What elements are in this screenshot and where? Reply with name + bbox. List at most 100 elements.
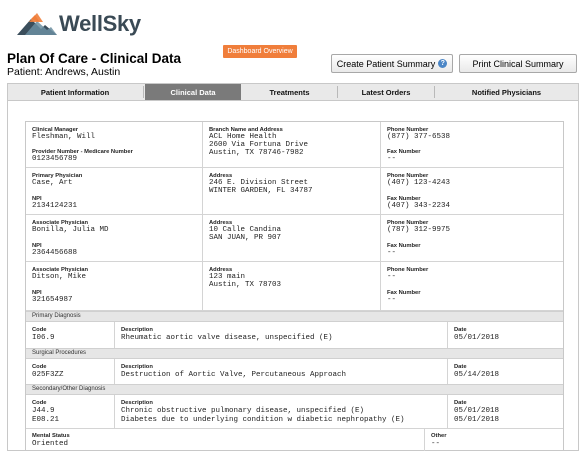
description-label: Description bbox=[121, 327, 153, 333]
clinical-data-panel: Clinical Manager Fleshman, Will Provider… bbox=[25, 121, 564, 451]
branch-line: Austin, TX 78746-7982 bbox=[209, 149, 304, 157]
phone-value: (407) 123-4243 bbox=[387, 179, 451, 187]
associate-physician-name: Ditson, Mike bbox=[32, 273, 87, 281]
surgical-procedure-description: Destruction of Aortic Valve, Percutaneou… bbox=[121, 371, 347, 379]
branch-line: ACL Home Health bbox=[209, 133, 277, 141]
primary-diagnosis-description: Rheumatic aortic valve disease, unspecif… bbox=[121, 334, 333, 342]
patient-name: Patient: Andrews, Austin bbox=[7, 66, 121, 78]
clinical-manager-cell: Clinical Manager Fleshman, Will Provider… bbox=[26, 122, 203, 168]
mental-status-label: Mental Status bbox=[32, 433, 70, 439]
print-clinical-summary-button[interactable]: Print Clinical Summary bbox=[459, 54, 577, 73]
date-label: Date bbox=[454, 327, 467, 333]
associate-physician-cell: Associate Physician Bonilla, Julia MD NP… bbox=[26, 215, 203, 262]
surgical-procedures-header: Surgical Procedures bbox=[26, 348, 563, 359]
phone-value: (787) 312-9975 bbox=[387, 226, 451, 234]
npi-label: NPI bbox=[32, 243, 42, 249]
tab-clinical-data[interactable]: Clinical Data bbox=[145, 84, 241, 100]
fax-label: Fax Number bbox=[387, 243, 421, 249]
secondary-diagnosis-description: Diabetes due to underlying condition w d… bbox=[121, 416, 405, 424]
manager-contact-cell: Phone Number (877) 377-6538 Fax Number -… bbox=[381, 122, 563, 168]
wellsky-logo: WellSky bbox=[17, 9, 141, 39]
branch-cell: Branch Name and Address ACL Home Health … bbox=[203, 122, 381, 168]
associate-address-cell: Address 123 main Austin, TX 78703 bbox=[203, 262, 381, 311]
address-label: Address bbox=[209, 173, 233, 179]
secondary-diagnosis-code: J44.9 bbox=[32, 407, 55, 415]
surgical-procedure-code: 025F3ZZ bbox=[32, 371, 64, 379]
fax-value: -- bbox=[387, 249, 397, 257]
npi-value: 2364456688 bbox=[32, 249, 78, 257]
description-label: Description bbox=[121, 400, 153, 406]
create-patient-summary-label: Create Patient Summary bbox=[336, 58, 436, 69]
tab-treatments[interactable]: Treatments bbox=[269, 87, 310, 97]
npi-label: NPI bbox=[32, 290, 42, 296]
row-divider bbox=[26, 428, 563, 429]
primary-contact-cell: Phone Number (407) 123-4243 Fax Number (… bbox=[381, 168, 563, 215]
associate-physician-cell: Associate Physician Ditson, Mike NPI 321… bbox=[26, 262, 203, 311]
page-title: Plan Of Care - Clinical Data bbox=[7, 51, 182, 66]
tab-notified-physicians[interactable]: Notified Physicians bbox=[471, 87, 542, 97]
npi-value: 321654987 bbox=[32, 296, 73, 304]
tab-divider bbox=[337, 86, 338, 98]
clinical-manager-label: Clinical Manager bbox=[32, 127, 79, 133]
npi-value: 2134124231 bbox=[32, 202, 78, 210]
column-divider bbox=[447, 359, 448, 384]
associate-contact-cell: Phone Number (787) 312-9975 Fax Number -… bbox=[381, 215, 563, 262]
wellsky-mountain-icon bbox=[17, 13, 57, 35]
secondary-diagnosis-date: 05/01/2018 bbox=[454, 416, 500, 424]
fax-value: (407) 343-2234 bbox=[387, 202, 451, 210]
primary-diagnosis-date: 05/01/2018 bbox=[454, 334, 500, 342]
date-label: Date bbox=[454, 400, 467, 406]
column-divider bbox=[114, 322, 115, 348]
address-line: SAN JUAN, PR 907 bbox=[209, 234, 282, 242]
primary-diagnosis-title: Primary Diagnosis bbox=[32, 313, 81, 319]
tab-latest-orders[interactable]: Latest Orders bbox=[361, 87, 411, 97]
code-label: Code bbox=[32, 364, 47, 370]
date-label: Date bbox=[454, 364, 467, 370]
primary-diagnosis-code: I06.9 bbox=[32, 334, 55, 342]
address-label: Address bbox=[209, 220, 233, 226]
surgical-procedures-title: Surgical Procedures bbox=[32, 350, 87, 356]
address-label: Address bbox=[209, 267, 233, 273]
create-patient-summary-button[interactable]: Create Patient Summary ? bbox=[331, 54, 453, 73]
address-line: 246 E. Division Street bbox=[209, 179, 309, 187]
primary-diagnosis-header: Primary Diagnosis bbox=[26, 311, 563, 322]
provider-number-label: Provider Number - Medicare Number bbox=[32, 149, 133, 155]
primary-physician-label: Primary Physician bbox=[32, 173, 83, 179]
surgical-procedure-date: 05/14/2018 bbox=[454, 371, 500, 379]
phone-label: Phone Number bbox=[387, 173, 429, 179]
primary-physician-name: Case, Art bbox=[32, 179, 73, 187]
clinical-manager-name: Fleshman, Will bbox=[32, 133, 96, 141]
dashboard-overview-button[interactable]: Dashboard Overview bbox=[223, 45, 297, 58]
tab-patient-information[interactable]: Patient Information bbox=[40, 87, 110, 97]
primary-physician-cell: Primary Physician Case, Art NPI 21341242… bbox=[26, 168, 203, 215]
column-divider bbox=[424, 429, 425, 451]
secondary-diagnosis-code: E08.21 bbox=[32, 416, 60, 424]
tab-divider bbox=[143, 86, 144, 98]
column-divider bbox=[447, 322, 448, 348]
fax-label: Fax Number bbox=[387, 196, 421, 202]
address-line: 10 Calle Candina bbox=[209, 226, 282, 234]
code-label: Code bbox=[32, 327, 47, 333]
address-line: 123 main bbox=[209, 273, 246, 281]
fax-value: -- bbox=[387, 155, 397, 163]
mental-status-value: Oriented bbox=[32, 440, 69, 448]
primary-address-cell: Address 246 E. Division Street WINTER GA… bbox=[203, 168, 381, 215]
other-label: Other bbox=[431, 433, 447, 439]
phone-value: -- bbox=[387, 273, 397, 281]
other-value: -- bbox=[431, 440, 441, 448]
fax-label: Fax Number bbox=[387, 149, 421, 155]
phone-label: Phone Number bbox=[387, 267, 429, 273]
associate-contact-cell: Phone Number -- Fax Number -- bbox=[381, 262, 563, 311]
fax-label: Fax Number bbox=[387, 290, 421, 296]
help-icon[interactable]: ? bbox=[438, 59, 448, 68]
secondary-diagnosis-title: Secondary/Other Diagnosis bbox=[32, 386, 106, 392]
phone-label: Phone Number bbox=[387, 220, 429, 226]
tab-divider bbox=[434, 86, 435, 98]
branch-label: Branch Name and Address bbox=[209, 127, 283, 133]
column-divider bbox=[447, 395, 448, 428]
column-divider bbox=[114, 395, 115, 428]
provider-number-value: 0123456789 bbox=[32, 155, 78, 163]
secondary-diagnosis-date: 05/01/2018 bbox=[454, 407, 500, 415]
associate-physician-name: Bonilla, Julia MD bbox=[32, 226, 109, 234]
npi-label: NPI bbox=[32, 196, 42, 202]
